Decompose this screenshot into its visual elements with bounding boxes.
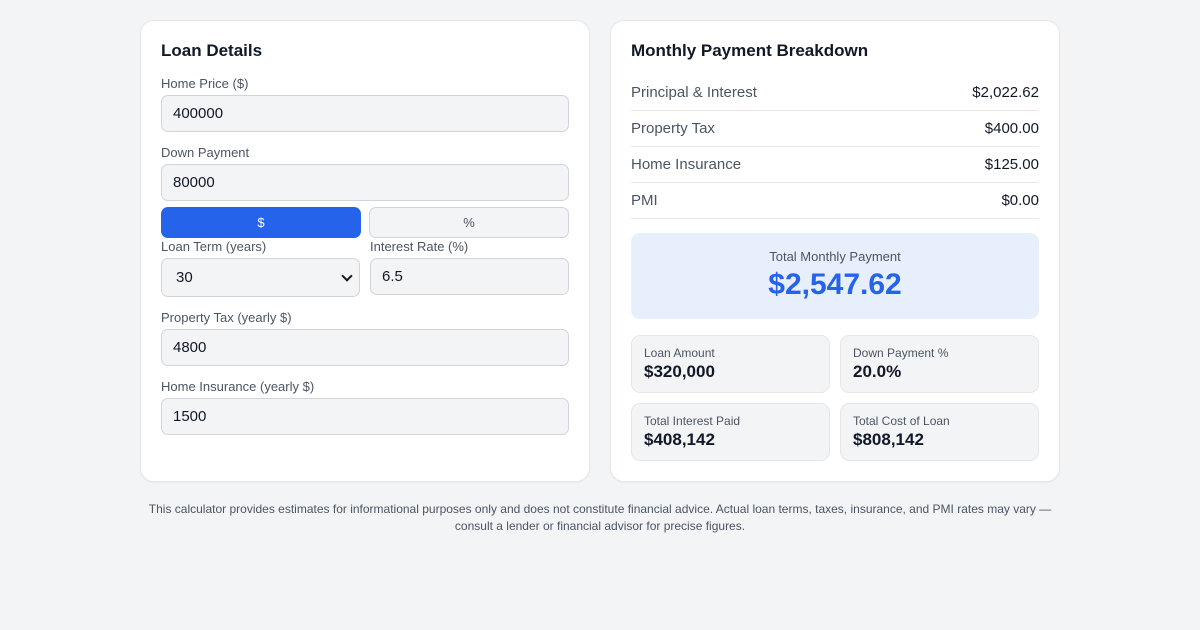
- row-name: Property Tax: [631, 120, 715, 137]
- row-name: Home Insurance: [631, 156, 742, 173]
- property-tax-input[interactable]: [161, 329, 569, 366]
- row-name: PMI: [631, 192, 658, 209]
- stat-label: Total Cost of Loan: [853, 414, 950, 428]
- breakdown-row-home-insurance: Home Insurance $125.00: [631, 147, 1039, 183]
- stat-value: $808,142: [853, 430, 924, 449]
- down-payment-input[interactable]: [161, 164, 569, 201]
- loan-term-label: Loan Term (years): [161, 239, 267, 254]
- stat-down-payment-percent: Down Payment % 20.0%: [840, 335, 1039, 393]
- breakdown-title: Monthly Payment Breakdown: [631, 41, 869, 60]
- breakdown-row-property-tax: Property Tax $400.00: [631, 111, 1039, 147]
- loan-term-select[interactable]: 30: [161, 258, 360, 297]
- home-price-input[interactable]: [161, 95, 569, 132]
- stat-value: 20.0%: [853, 362, 902, 381]
- down-payment-dollar-toggle[interactable]: $: [161, 207, 361, 238]
- stat-label: Loan Amount: [644, 346, 715, 360]
- stat-total-cost-of-loan: Total Cost of Loan $808,142: [840, 403, 1039, 461]
- home-insurance-input[interactable]: [161, 398, 569, 435]
- row-value: $400.00: [984, 120, 1039, 137]
- loan-details-card: Loan Details Home Price ($) Down Payment…: [140, 20, 590, 482]
- payment-breakdown-card: Monthly Payment Breakdown Principal & In…: [610, 20, 1060, 482]
- interest-rate-input[interactable]: [370, 258, 569, 295]
- breakdown-row-principal-interest: Principal & Interest $2,022.62: [631, 75, 1039, 111]
- stat-label: Down Payment %: [853, 346, 949, 360]
- interest-rate-label: Interest Rate (%): [370, 239, 469, 254]
- total-monthly-payment-box: Total Monthly Payment $2,547.62: [631, 233, 1039, 319]
- total-monthly-payment-label: Total Monthly Payment: [769, 249, 901, 264]
- stat-total-interest-paid: Total Interest Paid $408,142: [631, 403, 830, 461]
- home-insurance-label: Home Insurance (yearly $): [161, 379, 315, 394]
- row-value: $125.00: [984, 156, 1039, 173]
- total-monthly-payment-value: $2,547.62: [768, 268, 902, 301]
- down-payment-percent-toggle[interactable]: %: [369, 207, 569, 238]
- down-payment-label: Down Payment: [161, 145, 250, 160]
- stat-value: $408,142: [644, 430, 715, 449]
- stat-value: $320,000: [644, 362, 715, 381]
- stat-label: Total Interest Paid: [644, 414, 741, 428]
- breakdown-row-pmi: PMI $0.00: [631, 183, 1039, 219]
- home-price-label: Home Price ($): [161, 76, 249, 91]
- loan-details-title: Loan Details: [161, 41, 263, 60]
- row-value: $0.00: [1001, 192, 1039, 209]
- stat-loan-amount: Loan Amount $320,000: [631, 335, 830, 393]
- row-name: Principal & Interest: [631, 84, 757, 101]
- disclaimer-text: This calculator provides estimates for i…: [148, 502, 1052, 533]
- property-tax-label: Property Tax (yearly $): [161, 310, 292, 325]
- row-value: $2,022.62: [972, 84, 1039, 101]
